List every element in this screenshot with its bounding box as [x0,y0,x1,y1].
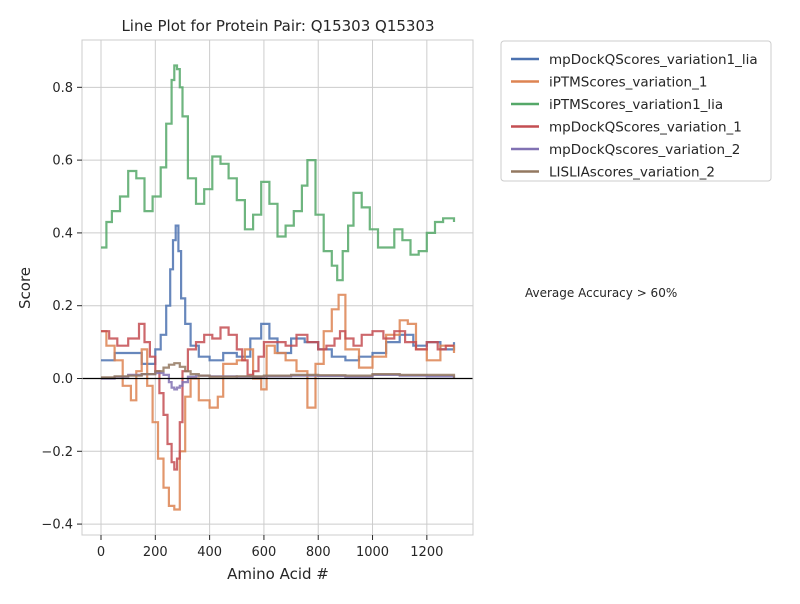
y-tick-label: −0.4 [41,518,73,533]
ticks: 0 200 400 600 800 1000 1200 −0.4 −0.2 0.0 0.2 0.4 0.… [41,81,443,560]
x-tick-label: 0 [97,545,105,560]
y-axis-label: Score [16,267,34,309]
legend-label: mpDockQScores_variation1_lia [549,52,758,68]
x-tick-label: 400 [197,545,222,560]
legend-label: iPTMScores_variation1_lia [549,97,723,113]
y-tick-label: 0.4 [52,226,73,241]
x-tick-label: 200 [143,545,168,560]
y-tick-label: 0.6 [52,154,73,169]
series-line-1 [101,224,456,365]
legend-label: LISLIAscores_variation_2 [549,165,715,181]
series-line-3 [101,64,456,282]
x-tick-label: 1200 [410,545,443,560]
y-tick-label: 0.8 [52,81,73,96]
x-tick-label: 800 [306,545,331,560]
annotation-text: Average Accuracy > 60% [525,286,677,300]
series-line-2 [101,293,456,511]
x-axis-label: Amino Acid # [227,565,329,583]
series-lines [82,64,473,511]
y-tick-label: 0.0 [52,372,73,387]
plot-frame [81,39,474,536]
legend-label: mpDockQScores_variation_1 [549,120,742,136]
y-tick-label: −0.2 [41,445,73,460]
x-tick-label: 1000 [356,545,389,560]
legend: mpDockQScores_variation1_lia iPTMScores_v… [500,40,772,182]
legend-label: mpDockQscores_variation_2 [549,142,740,158]
x-tick-label: 600 [252,545,277,560]
chart-title: Line Plot for Protein Pair: Q15303 Q1530… [121,17,434,35]
grid [82,40,473,535]
series-line-6 [101,362,456,379]
legend-label: iPTMScores_variation_1 [549,75,707,91]
y-tick-label: 0.2 [52,299,73,314]
legend-box [500,40,772,182]
